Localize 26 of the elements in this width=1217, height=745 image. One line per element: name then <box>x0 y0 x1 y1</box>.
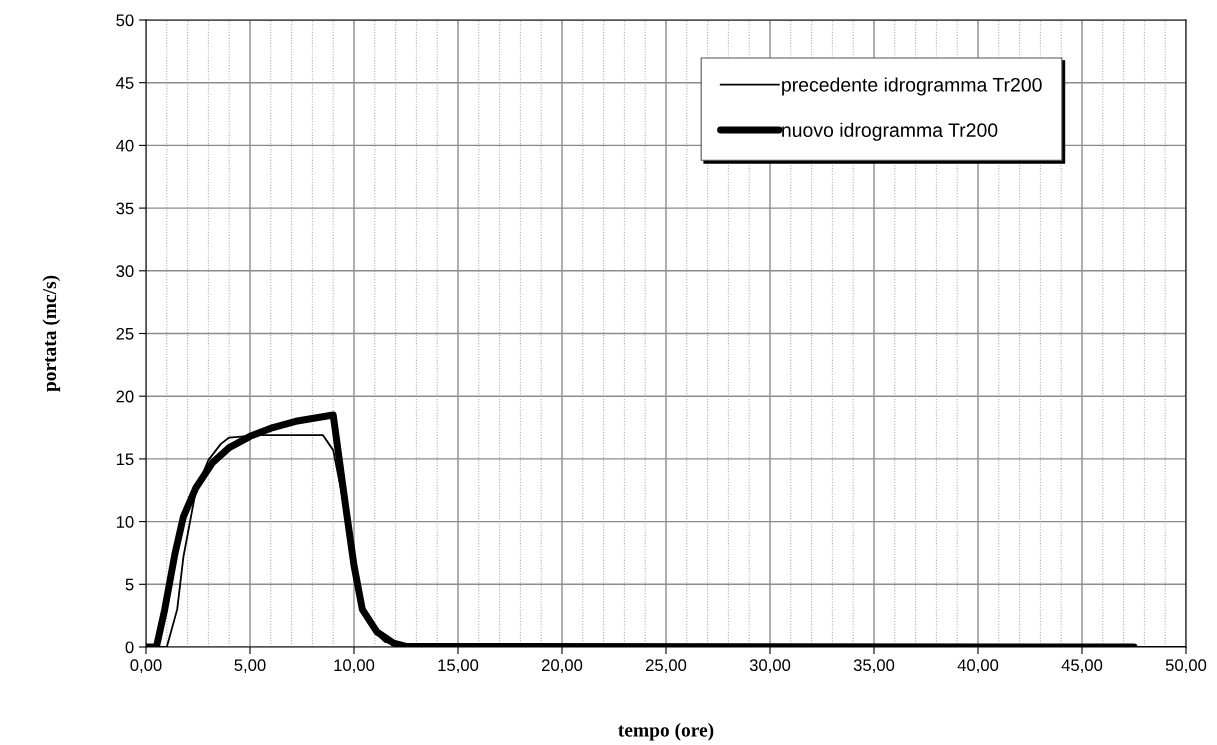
y-tick-label: 20 <box>116 390 134 403</box>
x-tick-label: 10,00 <box>334 659 375 674</box>
y-tick-label: 0 <box>125 641 134 654</box>
y-tick-label: 15 <box>116 453 134 466</box>
x-tick-label: 25,00 <box>645 659 687 674</box>
y-tick-label: 40 <box>116 139 134 152</box>
x-tick-label: 35,00 <box>853 659 895 674</box>
y-tick-label: 5 <box>125 578 134 591</box>
y-tick-label: 25 <box>116 327 134 340</box>
x-tick-label: 30,00 <box>749 659 791 674</box>
x-tick-label: 20,00 <box>541 659 583 674</box>
y-tick-label: 45 <box>116 77 134 89</box>
x-tick-label: 0,00 <box>130 659 162 674</box>
y-tick-label: 10 <box>116 516 134 528</box>
x-tick-label: 40,00 <box>957 659 999 674</box>
x-tick-label: 50,00 <box>1165 659 1207 674</box>
x-axis-title: tempo (ore) <box>618 722 714 741</box>
y-tick-label: 30 <box>116 265 134 277</box>
x-tick-label: 15,00 <box>438 659 479 674</box>
x-tick-label: 45,00 <box>1061 659 1103 674</box>
y-tick-label: 35 <box>116 202 134 215</box>
legend-label: precedente idrogramma Tr200 <box>782 77 1042 96</box>
legend-label: nuovo idrogramma Tr200 <box>782 122 998 141</box>
y-axis-title: portata (mc/s) <box>42 275 61 392</box>
y-tick-label: 50 <box>116 14 134 27</box>
x-tick-label: 5,00 <box>234 659 266 674</box>
